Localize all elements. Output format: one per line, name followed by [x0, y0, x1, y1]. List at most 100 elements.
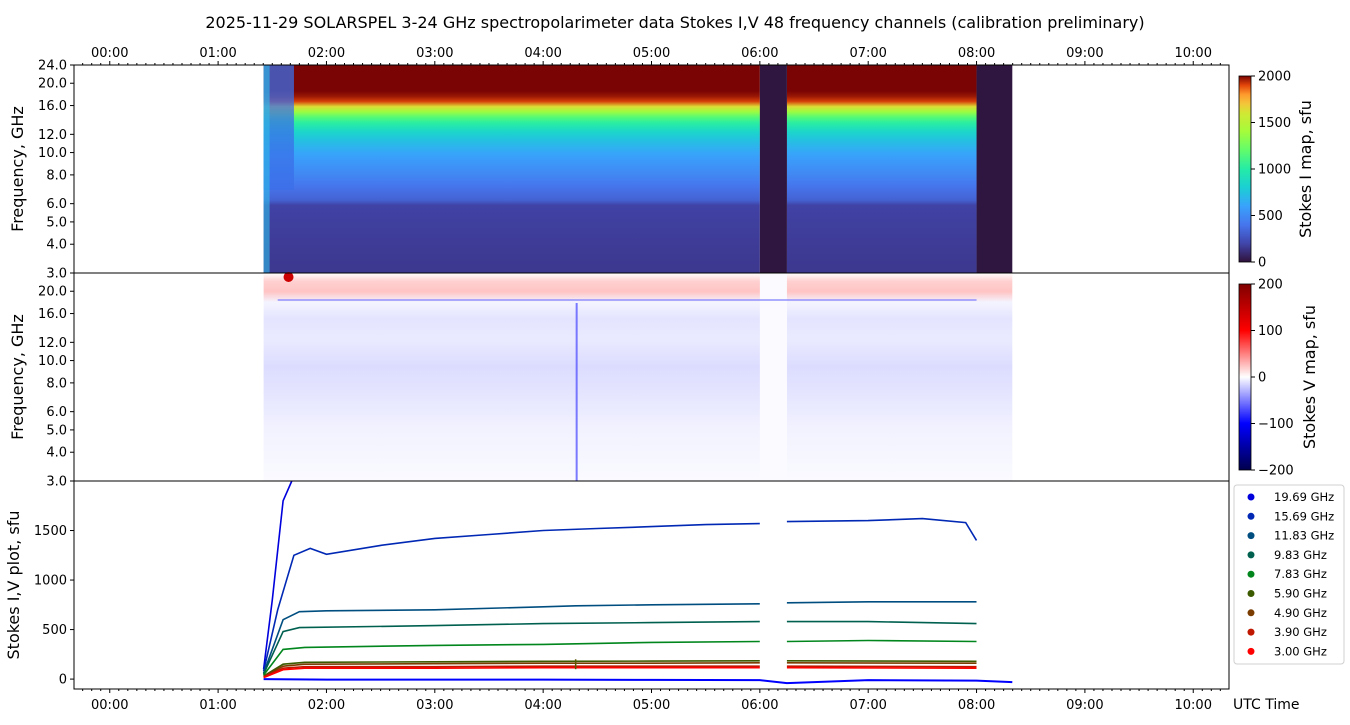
stokes-v-hotspot [283, 272, 294, 282]
series-line-2 [786, 601, 977, 604]
series-line-3 [262, 620, 760, 675]
legend-marker [1247, 551, 1255, 559]
legend-marker [1247, 570, 1255, 578]
bottom-time-label: 02:00 [308, 698, 345, 713]
stokes-iv-panel: 0 500 1000 1500 00:00 01:00 02:00 03:00 04:00 05… [4, 480, 1299, 713]
top-time-label: 01:00 [199, 46, 236, 61]
series-line-5 [786, 660, 977, 663]
stokes-v-panel: 3.0 4.0 5.0 6.0 8.0 10.0 12.0 16.0 20.0 Frequenc… [8, 272, 1230, 490]
legend-marker [1247, 628, 1255, 636]
stokes-i-colorbar-tick-label: 0 [1258, 256, 1266, 271]
top-time-label: 08:00 [958, 46, 995, 61]
bottom-time-label: 09:00 [1066, 698, 1103, 713]
stokes-i-block-1 [263, 65, 760, 273]
stokes-v-colorbar: 200 100 0 −100 −200 Stokes V map, sfu [1238, 278, 1319, 479]
utc-time-label: UTC Time [1233, 697, 1299, 713]
series-line-6 [263, 662, 760, 678]
stokes-iv-y-axis: 0 500 1000 1500 [34, 524, 74, 688]
bottom-time-label: 00:00 [91, 698, 128, 713]
stokes-i-leading-edge [263, 65, 270, 273]
stokes-v-line [263, 678, 1013, 685]
top-time-label: 03:00 [416, 46, 453, 61]
stokes-i-colorbar-bar [1238, 75, 1252, 263]
stokes-v-y-tick-label: 10.0 [38, 354, 67, 369]
bottom-time-label: 08:00 [958, 698, 995, 713]
stokes-i-gap-2 [976, 65, 1013, 273]
series-line-5 [263, 660, 760, 677]
legend-label: 11.83 GHz [1274, 529, 1334, 543]
stokes-v-y-tick-label: 4.0 [46, 446, 67, 461]
legend-marker [1247, 493, 1255, 501]
stokes-v-y-tick-label: 5.0 [46, 423, 67, 438]
stokes-v-colorbar-bar [1238, 283, 1252, 471]
stokes-v-y-axis: 3.0 4.0 5.0 6.0 8.0 10.0 12.0 16.0 20.0 [38, 285, 74, 490]
series-line-1 [786, 517, 978, 541]
legend-label: 19.69 GHz [1274, 490, 1334, 504]
stokes-i-y-tick-label: 20.0 [38, 77, 67, 92]
stokes-i-y-tick-label: 24.0 [38, 59, 67, 74]
stokes-v-field [263, 273, 1013, 481]
top-time-label: 02:00 [308, 46, 345, 61]
stokes-i-panel: 3.0 4.0 5.0 6.0 8.0 10.0 12.0 16.0 20.0 24.0 00:0… [8, 46, 1230, 282]
stokes-i-y-tick-label: 6.0 [46, 197, 67, 212]
stokes-v-heatmap [263, 272, 1013, 481]
stokes-i-y-tick-label: 8.0 [46, 168, 67, 183]
series-line-2 [262, 603, 760, 674]
series-line-0 [262, 480, 293, 670]
legend-marker [1247, 647, 1255, 655]
series-line-8 [786, 666, 977, 669]
top-time-axis: 00:00 01:00 02:00 03:00 04:00 05:00 06:00 07:00… [82, 46, 1221, 65]
stokes-v-colorbar-tick-label: 200 [1258, 278, 1283, 293]
stokes-v-colorbar-tick-label: 0 [1258, 371, 1266, 386]
bottom-time-label: 04:00 [524, 698, 561, 713]
stokes-v-colorbar-tick-label: 100 [1258, 324, 1283, 339]
top-time-label: 07:00 [849, 46, 886, 61]
stokes-i-colorbar-tick-label: 500 [1258, 209, 1283, 224]
legend-label: 9.83 GHz [1274, 548, 1327, 562]
stokes-v-colorbar-tick-label: −200 [1258, 464, 1294, 479]
series-line-7 [786, 665, 977, 668]
legend: 19.69 GHz 15.69 GHz 11.83 GHz 9.83 GHz 7.83 … [1233, 484, 1345, 665]
top-time-label: 10:00 [1175, 46, 1212, 61]
series-line-4 [262, 640, 760, 676]
bottom-time-label: 01:00 [199, 698, 236, 713]
stokes-v-y-tick-label: 8.0 [46, 376, 67, 391]
top-time-label: 04:00 [524, 46, 561, 61]
stokes-i-gap-1 [759, 65, 787, 273]
stokes-i-y-tick-label: 16.0 [38, 99, 67, 114]
legend-label: 5.90 GHz [1274, 587, 1327, 601]
bottom-time-axis: 00:00 01:00 02:00 03:00 04:00 05:00 06:00 07:00… [82, 689, 1221, 713]
top-time-label: 09:00 [1066, 46, 1103, 61]
stokes-iv-ylabel: Stokes I,V plot, sfu [4, 511, 23, 660]
stokes-v-y-tick-label: 20.0 [38, 285, 67, 300]
bottom-time-label: 05:00 [633, 698, 670, 713]
legend-label: 3.90 GHz [1274, 625, 1327, 639]
figure-title: 2025-11-29 SOLARSPEL 3-24 GHz spectropol… [205, 13, 1144, 32]
bottom-time-label: 03:00 [416, 698, 453, 713]
stokes-iv-y-tick-label: 1000 [34, 574, 67, 589]
stokes-v-spike [575, 303, 578, 481]
stokes-iv-y-tick-label: 500 [42, 623, 67, 638]
stokes-i-y-tick-label: 3.0 [46, 267, 67, 282]
series-line-3 [786, 620, 977, 625]
stokes-i-block-2 [786, 65, 977, 273]
stokes-i-y-axis: 3.0 4.0 5.0 6.0 8.0 10.0 12.0 16.0 20.0 24.0 [38, 59, 74, 282]
stokes-v-ylabel: Frequency, GHz [8, 314, 27, 440]
stokes-i-colorbar: 2000 1500 1000 500 0 Stokes I map, sfu [1238, 70, 1315, 271]
stokes-v-colorbar-ticks: 200 100 0 −100 −200 [1251, 278, 1294, 479]
stokes-v-y-tick-label: 3.0 [46, 475, 67, 490]
stokes-iv-frame [73, 480, 1230, 690]
legend-marker [1247, 532, 1255, 540]
legend-marker [1247, 512, 1255, 520]
top-time-label: 00:00 [91, 46, 128, 61]
stokes-i-heatmap [263, 65, 1013, 273]
stokes-iv-lines [262, 480, 1013, 685]
stokes-v-colorbar-tick-label: −100 [1258, 417, 1294, 432]
stokes-iv-y-tick-label: 1500 [34, 524, 67, 539]
legend-label: 3.00 GHz [1274, 644, 1327, 658]
legend-box [1233, 484, 1345, 665]
bottom-time-label: 07:00 [849, 698, 886, 713]
stokes-i-colorbar-tick-label: 1000 [1258, 163, 1291, 178]
stokes-i-colorbar-ticks: 2000 1500 1000 500 0 [1251, 70, 1291, 271]
